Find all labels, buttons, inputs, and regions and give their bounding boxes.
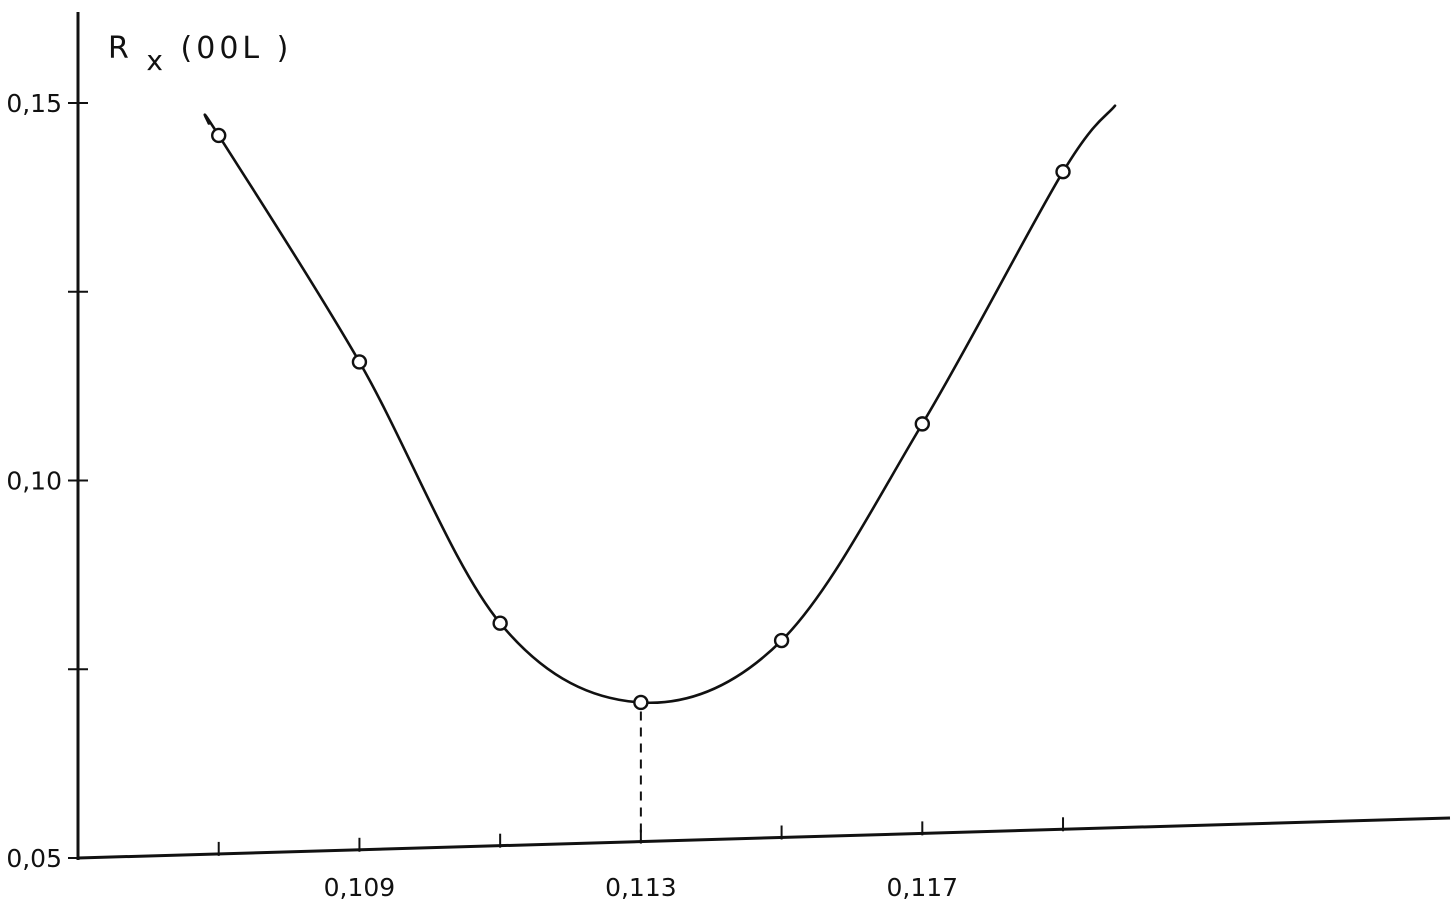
y-tick-label-2: 0,10 (6, 467, 62, 496)
axis-tick-labels: 0,05 0,10 0,15 0,109 0,113 0,117 (6, 89, 958, 902)
x-tick-label-1: 0,109 (324, 873, 396, 902)
fitted-curve (203, 104, 1117, 705)
data-point-1 (351, 354, 368, 370)
axis-ticks (68, 102, 1065, 859)
y-tick-label-4: 0,15 (6, 89, 62, 118)
y-axis-title-subscript: x (146, 44, 167, 77)
x-tick-label-5: 0,117 (887, 873, 959, 902)
x-tick-label-3: 0,113 (605, 873, 677, 902)
data-point-3 (633, 694, 649, 711)
y-tick-label-0: 0,05 (6, 844, 62, 873)
y-axis-title-suffix: (00L ) (181, 31, 293, 66)
y-axis-title-main: R (108, 31, 133, 66)
data-point-5 (914, 416, 931, 432)
data-point-6 (1055, 164, 1071, 180)
data-points (211, 127, 1071, 711)
data-point-4 (773, 632, 790, 649)
y-axis-title: R x (00L ) (108, 31, 292, 78)
x-axis (77, 816, 1451, 860)
axes (76, 12, 1451, 860)
data-point-0 (211, 127, 227, 144)
data-point-2 (492, 615, 508, 631)
